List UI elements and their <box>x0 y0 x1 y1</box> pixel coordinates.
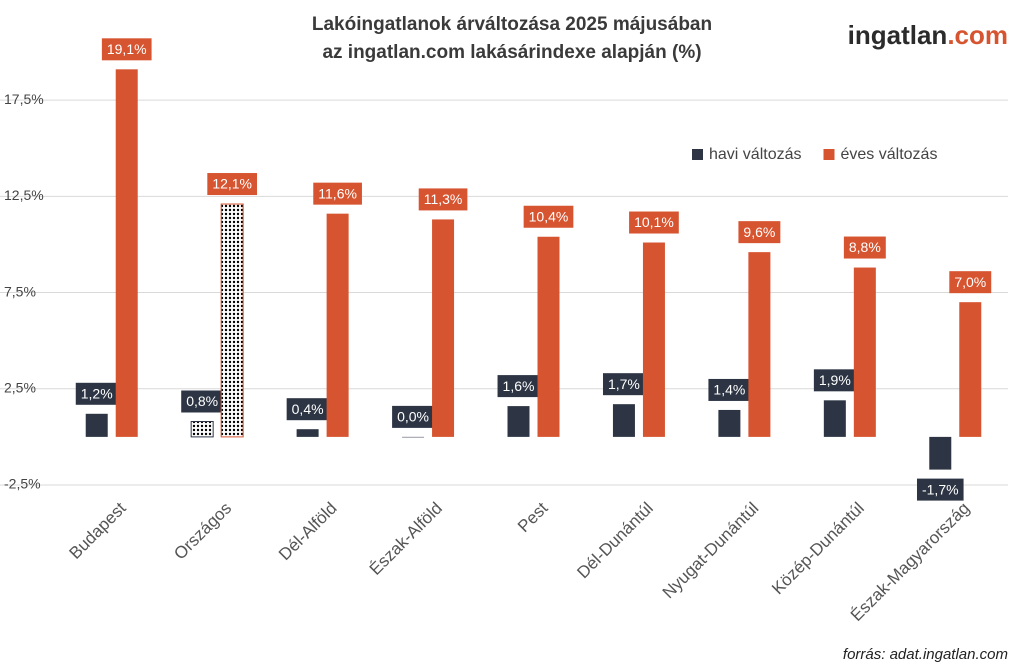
value-label: 10,4% <box>523 205 574 228</box>
bar <box>326 213 349 437</box>
value-label-text: 10,1% <box>634 214 674 230</box>
value-label-text: 1,2% <box>81 385 113 401</box>
value-label-box <box>523 205 574 228</box>
bar <box>748 252 771 437</box>
x-tick-label: Budapest <box>65 498 129 562</box>
value-label: 1,2% <box>75 382 118 405</box>
bar <box>115 69 138 437</box>
bar <box>823 400 846 437</box>
chart-title: Lakóingatlanok árváltozása 2025 májusába… <box>312 14 712 35</box>
value-label: 1,7% <box>602 373 645 396</box>
value-label: 9,6% <box>738 221 781 244</box>
bar <box>718 409 741 437</box>
value-label: 1,6% <box>497 375 540 398</box>
value-label: 11,6% <box>313 182 362 205</box>
value-label: 0,4% <box>286 398 329 421</box>
value-label-box <box>949 271 992 294</box>
logo: ingatlan.com <box>848 20 1008 50</box>
value-label-text: 10,4% <box>529 208 569 224</box>
value-label: 10,1% <box>629 211 679 234</box>
value-label: 0,8% <box>181 390 224 413</box>
value-label-text: -1,7% <box>922 481 959 497</box>
value-label-text: 0,8% <box>186 393 218 409</box>
bar <box>612 404 635 437</box>
value-label: 0,0% <box>392 405 435 428</box>
value-label-text: 0,4% <box>292 401 324 417</box>
value-label-text: 8,8% <box>849 239 881 255</box>
value-label-text: 19,1% <box>107 41 147 57</box>
bar <box>507 406 530 437</box>
value-label-text: 1,7% <box>608 376 640 392</box>
value-label-text: 7,0% <box>954 274 986 290</box>
value-label-box <box>75 382 118 405</box>
legend-label: éves változás <box>841 146 938 163</box>
bar <box>296 429 319 437</box>
value-label: 11,3% <box>418 188 468 211</box>
value-label-box <box>629 211 679 234</box>
value-label: 12,1% <box>207 173 258 196</box>
value-label-box <box>418 188 468 211</box>
value-label-box <box>392 405 435 428</box>
y-tick-label: 7,5% <box>4 283 36 299</box>
x-tick-label: Észak-Alföld <box>366 499 446 579</box>
bar <box>432 219 455 437</box>
value-label-text: 0,0% <box>397 409 429 425</box>
value-label: 1,9% <box>813 369 856 392</box>
value-label-text: 1,4% <box>713 382 745 398</box>
value-label: 19,1% <box>101 38 152 61</box>
bar <box>190 420 214 438</box>
value-label-text: 11,6% <box>318 185 357 201</box>
value-label: 8,8% <box>843 236 886 259</box>
y-tick-label: -2,5% <box>4 476 41 492</box>
bar <box>85 413 108 437</box>
x-tick-label: Észak-Magyarország <box>847 499 973 625</box>
bar <box>642 242 665 437</box>
bar <box>853 267 876 437</box>
value-label-box <box>286 398 329 421</box>
value-label: 1,4% <box>708 378 751 401</box>
logo-text: ingatlan <box>848 20 948 50</box>
y-tick-label: 2,5% <box>4 379 36 395</box>
legend-label: havi változás <box>709 146 802 163</box>
value-label: -1,7% <box>916 478 964 501</box>
value-label: 7,0% <box>949 271 992 294</box>
value-label-text: 12,1% <box>212 176 252 192</box>
value-label-text: 9,6% <box>743 224 775 240</box>
legend-swatch <box>692 149 703 160</box>
value-label-box <box>181 390 224 413</box>
value-label-box <box>602 373 645 396</box>
value-label-box <box>313 182 362 205</box>
value-label-box <box>916 478 964 501</box>
y-tick-label: 12,5% <box>4 187 44 203</box>
x-tick-label: Országos <box>170 499 235 564</box>
bar <box>537 236 560 437</box>
y-tick-label: 17,5% <box>4 91 44 107</box>
value-label-box <box>207 173 258 196</box>
value-label-box <box>708 378 751 401</box>
x-tick-label: Dél-Alföld <box>275 499 341 565</box>
value-label-box <box>738 221 781 244</box>
x-tick-label: Dél-Dunántúl <box>573 499 657 583</box>
value-label-box <box>101 38 152 61</box>
bar <box>402 436 425 438</box>
x-tick-label: Nyugat-Dunántúl <box>659 499 763 603</box>
x-tick-label: Pest <box>514 498 552 536</box>
bar <box>959 302 982 437</box>
value-label-box <box>497 375 540 398</box>
chart-title: az ingatlan.com lakásárindexe alapján (%… <box>322 42 701 63</box>
value-label-box <box>813 369 856 392</box>
value-label-text: 11,3% <box>424 191 463 207</box>
legend-swatch <box>823 149 835 160</box>
value-label-box <box>843 236 886 259</box>
source: forrás: adat.ingatlan.com <box>843 646 1008 663</box>
bar <box>220 203 244 438</box>
logo-text: .com <box>947 20 1008 50</box>
bar <box>929 436 952 470</box>
value-label-text: 1,9% <box>819 372 851 388</box>
value-label-text: 1,6% <box>503 378 535 394</box>
x-tick-label: Közép-Dunántúl <box>768 499 868 599</box>
